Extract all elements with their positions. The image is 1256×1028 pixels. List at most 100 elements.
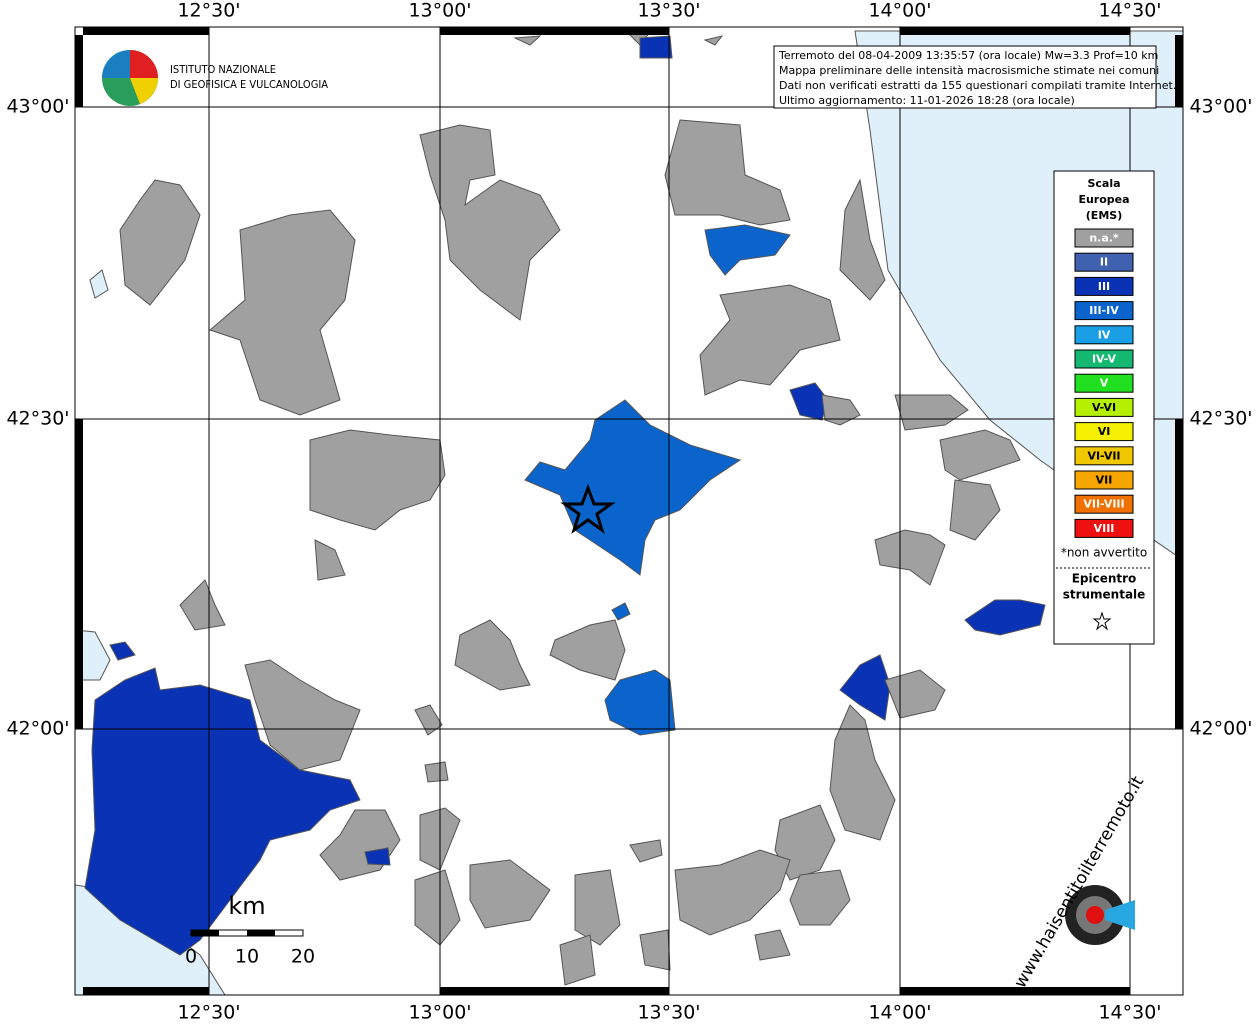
area [611,602,631,621]
logo-part [130,50,158,78]
legend-label: VI [1098,425,1111,438]
logo-part [130,78,158,104]
logo-text: ISTITUTO NAZIONALE [170,63,276,76]
legend-label: II [1100,256,1108,269]
frame-seg [83,27,209,35]
municipalities [84,26,1046,986]
scale-tick: 0 [185,946,197,968]
y-label: 42°30' [6,408,69,430]
area [309,429,446,531]
area [629,839,663,863]
legend-note: *non avvertito [1061,546,1147,560]
area [639,929,671,971]
legend-swatch [1074,518,1134,538]
area [754,929,791,961]
area [964,599,1046,636]
area [894,394,969,431]
legend-swatch [1074,470,1134,490]
legend-title: Scala [1087,177,1120,190]
area [84,667,361,956]
area [939,429,1021,481]
area [674,849,791,936]
x-label: 13°30' [637,0,700,22]
x-label: 13°30' [637,1002,700,1024]
x-label: 14°30' [1098,1002,1161,1024]
info-line: Ultimo aggiornamento: 11-01-2026 18:28 (… [779,94,1075,107]
x-label: 12°30' [177,1002,240,1024]
legend-swatch [1074,373,1134,393]
area [839,178,886,301]
x-label: 13°00' [408,0,471,22]
scale-seg [191,930,219,936]
area [699,284,841,396]
legend-label: V-VI [1092,401,1116,414]
legend-epicenter: strumentale [1063,588,1146,602]
area [704,224,791,276]
frame-seg [1175,419,1183,729]
area [664,119,791,226]
legend-label: n.a.* [1089,232,1119,245]
site-logo-mark [1086,906,1104,924]
legend-label: III [1098,280,1110,293]
legend-title: (EMS) [1086,209,1122,222]
scale-seg [247,930,275,936]
legend-swatch [1074,228,1134,248]
frame-seg [440,987,669,995]
area [703,35,724,46]
area [179,579,226,631]
area [821,394,861,426]
area [469,859,551,929]
scale-bar: km 0 10 20 [185,892,315,968]
legend-label: V [1100,377,1109,390]
y-label: 42°00' [1189,718,1252,740]
area [414,704,443,736]
y-label: 42°30' [1189,408,1252,430]
area [119,179,201,306]
area [949,479,1001,541]
logo-part [102,50,130,78]
x-label: 12°30' [177,0,240,22]
info-line: Terremoto del 08-04-2009 13:35:57 (ora l… [778,49,1158,62]
area [874,529,946,586]
area [829,704,896,841]
legend-label: VII [1096,474,1113,487]
legend-swatch [1074,301,1134,321]
x-label: 14°00' [868,0,931,22]
scale-tick: 10 [235,946,259,968]
legend-label: III-IV [1089,304,1119,317]
area [314,539,346,581]
area [513,35,542,46]
info-line: Mappa preliminare delle intensità macros… [779,64,1159,77]
scale-unit: km [228,892,265,920]
frame-seg [1175,35,1183,107]
legend-label: IV [1098,328,1111,341]
area [424,761,449,783]
area [789,869,851,926]
legend-swatch [1074,422,1134,442]
x-label: 14°30' [1098,0,1161,22]
area [639,35,673,59]
frame-seg [900,987,1130,995]
frame-seg [75,419,83,729]
legend-label: IV-V [1092,353,1117,366]
frame [74,26,1184,996]
area [109,641,136,661]
legend-swatch [1074,252,1134,272]
legend-swatch [1074,397,1134,417]
legend-swatch [1074,276,1134,296]
logo-text: DI GEOFISICA E VULCANOLOGIA [170,78,328,91]
legend-label: VI-VII [1087,449,1120,462]
area [524,399,742,576]
info-box: Terremoto del 08-04-2009 13:35:57 (ora l… [773,45,1176,109]
lake [89,269,109,299]
legend-swatch [1074,446,1134,466]
area [604,669,676,736]
legend-swatch [1074,494,1134,514]
frame-seg [75,35,83,107]
y-label: 43°00' [1189,96,1252,118]
area [244,659,361,771]
legend-label: VIII [1094,522,1115,535]
x-label: 14°00' [868,1002,931,1024]
